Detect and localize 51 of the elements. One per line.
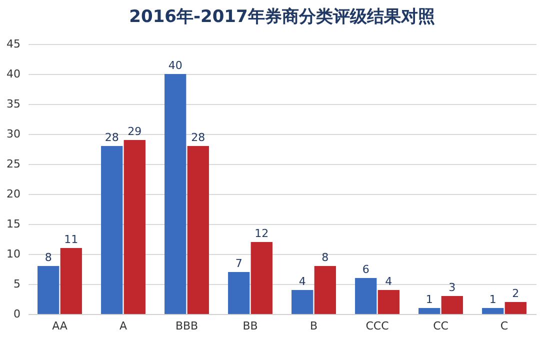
- bar: [504, 302, 526, 314]
- chart-title: 2016年-2017年券商分类评级结果对照: [129, 7, 435, 27]
- bar: [60, 248, 82, 314]
- y-tick-label: 30: [6, 128, 20, 140]
- bar: [378, 290, 400, 314]
- x-tick-label: A: [119, 320, 128, 332]
- y-tick-label: 10: [6, 248, 20, 260]
- data-label: 7: [235, 257, 242, 270]
- data-label: 6: [362, 263, 370, 276]
- bar: [441, 296, 463, 314]
- bar: [314, 266, 336, 314]
- bar: [250, 242, 272, 314]
- x-tick-label: B: [310, 320, 318, 332]
- bar: [124, 140, 146, 314]
- data-label: 11: [64, 233, 78, 246]
- y-tick-label: 20: [6, 188, 20, 200]
- data-label: 3: [448, 281, 456, 294]
- bar: [101, 146, 123, 314]
- data-label: 4: [385, 275, 392, 288]
- y-tick-label: 5: [14, 278, 20, 290]
- data-label: 1: [489, 293, 496, 306]
- x-tick-label: CC: [433, 320, 449, 332]
- y-tick-label: 35: [6, 98, 20, 110]
- data-label: 12: [254, 227, 269, 240]
- data-label: 8: [322, 251, 329, 264]
- bar: [355, 278, 377, 314]
- bar: [228, 272, 250, 314]
- bar: [482, 308, 504, 314]
- x-tick-label: BB: [242, 320, 258, 332]
- bar: [418, 308, 440, 314]
- y-tick-label: 40: [6, 68, 20, 80]
- data-label: 28: [104, 131, 119, 144]
- x-tick-label: CCC: [366, 320, 390, 332]
- data-label: 4: [298, 275, 306, 288]
- data-label: 8: [44, 251, 52, 264]
- y-tick-label: 25: [6, 158, 20, 170]
- data-label: 29: [128, 125, 142, 138]
- bar: [38, 266, 60, 314]
- x-tick-label: C: [500, 320, 508, 332]
- bar: [187, 146, 209, 314]
- data-label: 40: [168, 59, 182, 72]
- data-label: 28: [191, 131, 206, 144]
- y-tick-label: 0: [14, 308, 20, 320]
- y-tick-label: 45: [6, 38, 20, 50]
- bar: [164, 74, 186, 314]
- data-label: 1: [426, 293, 433, 306]
- x-tick-label: AA: [52, 320, 68, 332]
- data-label: 2: [512, 287, 520, 300]
- x-tick-label: BBB: [175, 320, 198, 332]
- y-tick-label: 15: [6, 218, 20, 230]
- bar: [292, 290, 314, 314]
